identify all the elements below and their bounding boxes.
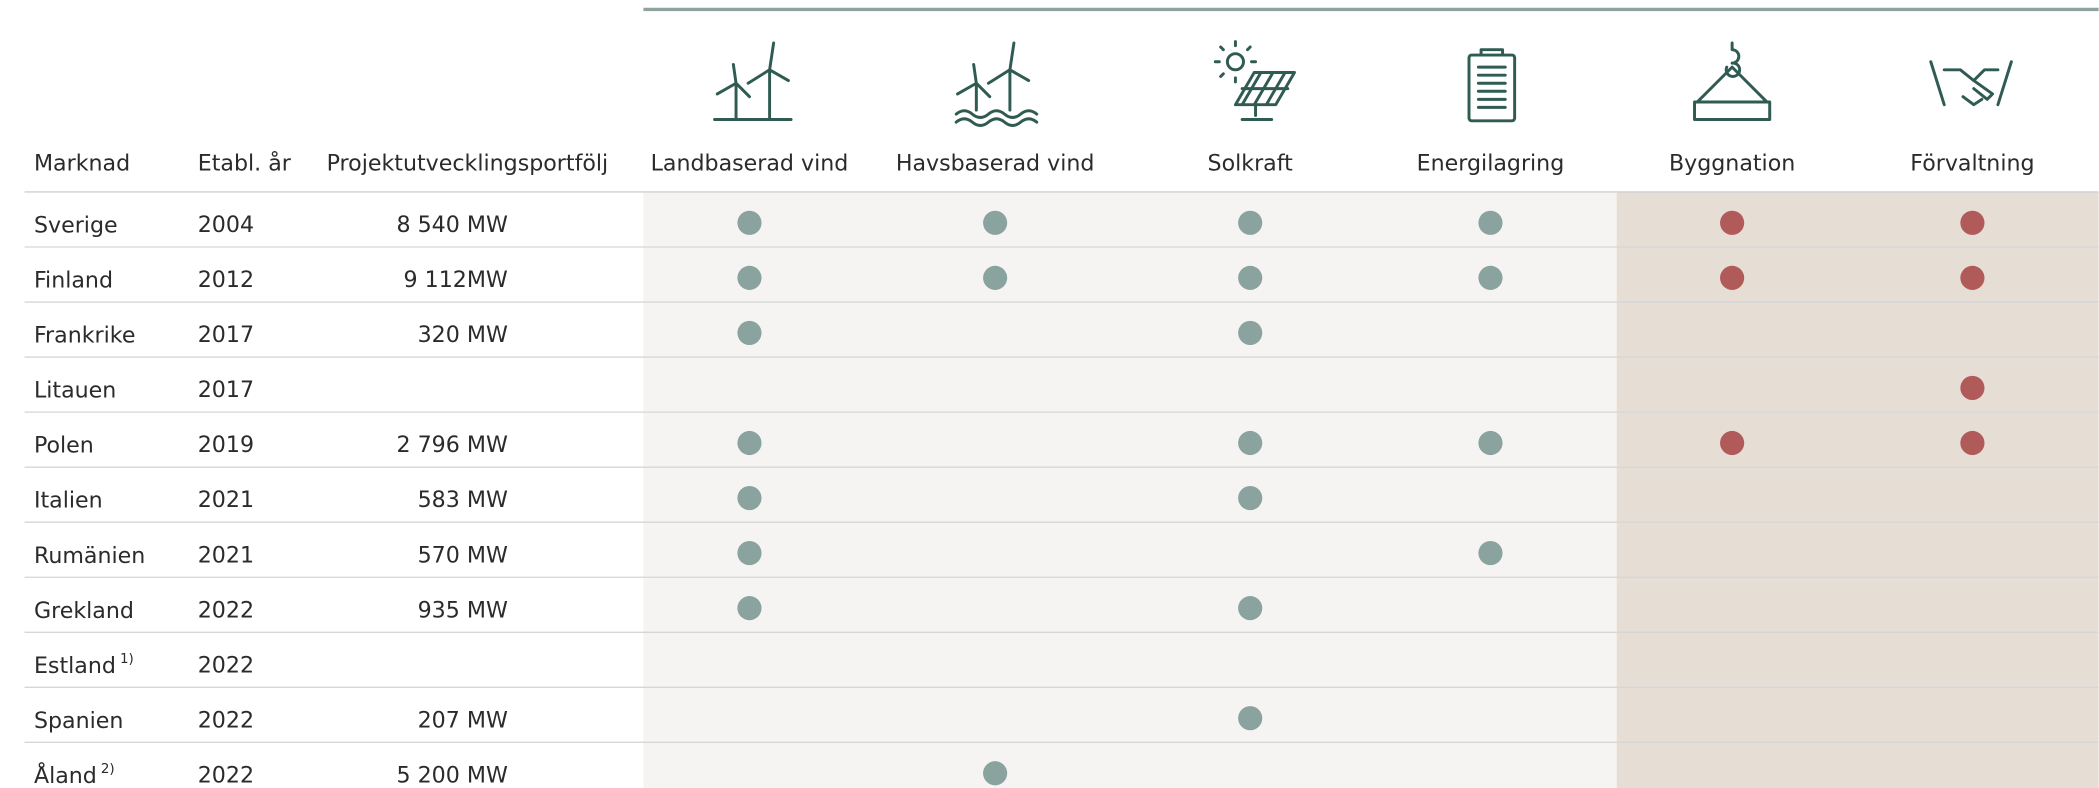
bg-activities bbox=[643, 191, 1617, 788]
portfolio: 5 200 MW bbox=[396, 762, 507, 788]
market: Sverige bbox=[34, 212, 118, 238]
market-name: Rumänien bbox=[34, 542, 145, 568]
market-name: Spanien bbox=[34, 707, 123, 733]
year: 2017 bbox=[198, 322, 254, 348]
footnote: 1) bbox=[120, 652, 134, 667]
portfolio: 207 MW bbox=[418, 707, 508, 733]
activity-dot bbox=[1720, 210, 1745, 235]
portfolio: 9 112MW bbox=[404, 267, 508, 293]
portfolio: 570 MW bbox=[418, 542, 508, 568]
footnote: 2) bbox=[101, 762, 115, 777]
market: Polen bbox=[34, 432, 94, 458]
activity-dot bbox=[1478, 430, 1503, 456]
market: Åland 2) bbox=[34, 760, 115, 788]
portfolio: 320 MW bbox=[418, 322, 508, 348]
activity-dot bbox=[1238, 265, 1263, 290]
activity-dot bbox=[983, 210, 1008, 235]
activity-dot bbox=[737, 485, 762, 511]
market: Grekland bbox=[34, 597, 134, 623]
activity-dot bbox=[1478, 210, 1503, 235]
market: Spanien bbox=[34, 707, 123, 733]
activity-dot bbox=[737, 596, 762, 621]
icon-offshore bbox=[954, 41, 1039, 127]
market-name: Sverige bbox=[34, 212, 118, 238]
column-header: Projektutvecklingsportfölj bbox=[327, 150, 609, 176]
market-name: Italien bbox=[34, 487, 103, 513]
activity-dot bbox=[737, 320, 762, 346]
market-name: Grekland bbox=[34, 597, 134, 623]
activity-dot bbox=[983, 761, 1008, 786]
activity-dot bbox=[1960, 210, 1985, 235]
portfolio: 8 540 MW bbox=[396, 212, 507, 238]
column-header: Marknad bbox=[34, 150, 130, 176]
icon-management bbox=[1929, 60, 2013, 107]
portfolio: 583 MW bbox=[418, 487, 508, 513]
column-header: Byggnation bbox=[1669, 150, 1795, 176]
activity-dot bbox=[1478, 265, 1503, 290]
market-name: Frankrike bbox=[34, 322, 135, 348]
icon-solar bbox=[1213, 40, 1296, 121]
activity-dot bbox=[983, 265, 1008, 290]
activity-dot bbox=[1478, 540, 1503, 566]
year: 2022 bbox=[198, 707, 254, 733]
icons bbox=[713, 40, 2013, 127]
activity-dot bbox=[1238, 210, 1263, 235]
bg-services bbox=[1616, 191, 2099, 788]
activity-dot bbox=[737, 210, 762, 235]
activity-dot bbox=[1238, 706, 1263, 731]
market-name: Åland bbox=[34, 760, 97, 788]
year: 2017 bbox=[198, 377, 254, 403]
activity-dot bbox=[1960, 375, 1985, 401]
activity-dot bbox=[1238, 596, 1263, 621]
portfolio: 935 MW bbox=[418, 597, 508, 623]
market: Rumänien bbox=[34, 542, 145, 568]
activity-dot bbox=[1720, 430, 1745, 456]
column-header: Solkraft bbox=[1208, 150, 1294, 176]
activity-dot bbox=[1720, 265, 1745, 290]
year: 2021 bbox=[198, 487, 254, 513]
column-header: Etabl. år bbox=[198, 148, 292, 176]
market: Frankrike bbox=[34, 322, 135, 348]
activity-dot bbox=[1238, 320, 1263, 346]
year: 2021 bbox=[198, 542, 254, 568]
activity-dot bbox=[1960, 265, 1985, 290]
year: 2019 bbox=[198, 432, 254, 458]
activity-dot bbox=[737, 430, 762, 456]
icon-onshore bbox=[713, 41, 793, 121]
market-name: Litauen bbox=[34, 377, 116, 403]
activity-dot bbox=[1960, 430, 1985, 456]
market: Finland bbox=[34, 267, 113, 293]
portfolio: 2 796 MW bbox=[396, 432, 507, 458]
activity-dot bbox=[737, 265, 762, 290]
column-header: Landbaserad vind bbox=[651, 150, 849, 176]
column-header: Energilagring bbox=[1417, 150, 1565, 176]
market: Estland 1) bbox=[34, 652, 134, 678]
activity-dot bbox=[1238, 485, 1263, 511]
activity-dot bbox=[1238, 430, 1263, 456]
year: 2012 bbox=[198, 267, 254, 293]
market: Litauen bbox=[34, 377, 116, 403]
market: Italien bbox=[34, 487, 103, 513]
market-name: Estland bbox=[34, 652, 116, 678]
year: 2022 bbox=[198, 597, 254, 623]
column-header: Havsbaserad vind bbox=[896, 150, 1095, 176]
market-name: Polen bbox=[34, 432, 94, 458]
activity-dot bbox=[737, 540, 762, 566]
market-name: Finland bbox=[34, 267, 113, 293]
year: 2022 bbox=[198, 652, 254, 678]
year: 2022 bbox=[198, 762, 254, 788]
year: 2004 bbox=[198, 212, 254, 238]
icon-battery bbox=[1467, 48, 1517, 123]
icon-construction bbox=[1693, 41, 1772, 121]
column-header: Förvaltning bbox=[1910, 150, 2034, 176]
